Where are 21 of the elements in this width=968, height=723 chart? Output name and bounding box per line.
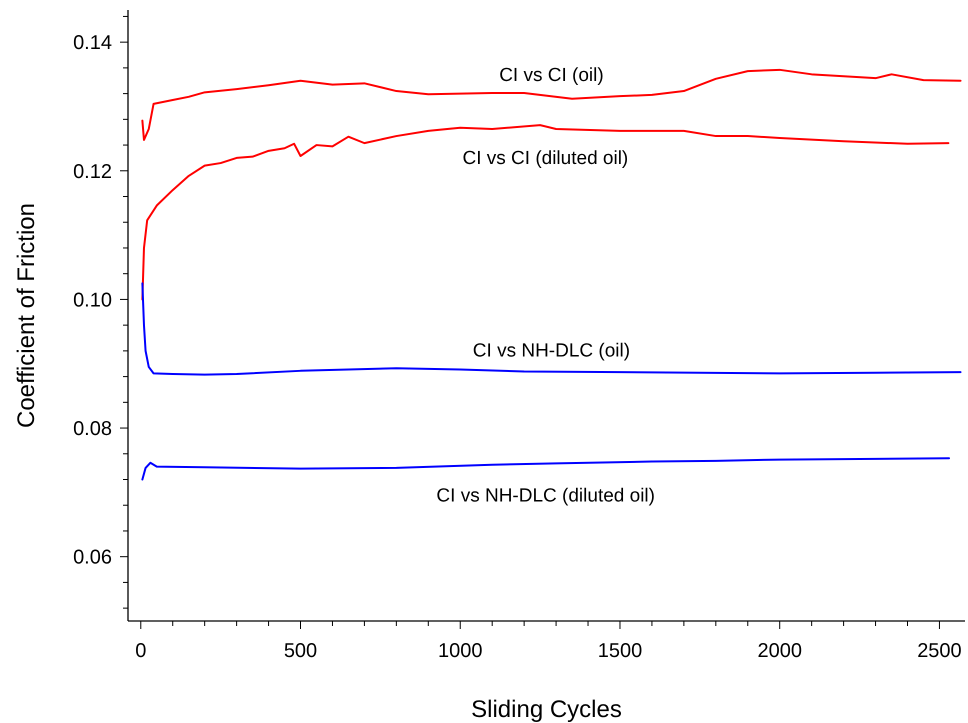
x-axis-title: Sliding Cycles (471, 696, 622, 723)
y-axis-title: Coefficient of Friction (13, 203, 40, 428)
y-tick-label: 0.12 (73, 160, 112, 183)
y-tick-label: 0.14 (73, 32, 112, 54)
y-tick-label: 0.08 (73, 418, 112, 440)
line-series (141, 68, 962, 141)
x-tick-label: 1000 (438, 640, 482, 662)
line-series (141, 282, 962, 376)
series-label: CI vs NH-DLC (oil) (472, 340, 630, 362)
series-label: CI vs NH-DLC (diluted oil) (436, 485, 655, 506)
x-tick-label: 500 (284, 640, 318, 662)
line-series (141, 124, 950, 300)
line-series (141, 457, 950, 481)
series-label: CI vs CI (diluted oil) (462, 148, 628, 170)
y-tick-label: 0.06 (73, 546, 112, 569)
series-label: CI vs CI (oil) (499, 64, 604, 86)
y-tick-label: 0.10 (73, 289, 112, 312)
x-tick-label: 1500 (598, 640, 642, 662)
x-tick-label: 2500 (917, 640, 962, 662)
x-tick-label: 2000 (757, 640, 802, 662)
x-tick-label: 0 (135, 640, 146, 662)
